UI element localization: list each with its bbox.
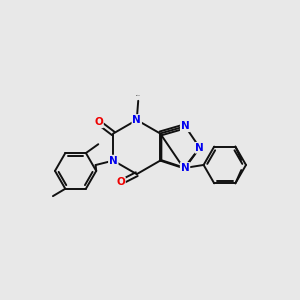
Text: N: N xyxy=(132,115,141,125)
Text: N: N xyxy=(109,156,118,166)
Text: O: O xyxy=(94,117,103,127)
Text: O: O xyxy=(116,177,125,188)
Text: N: N xyxy=(195,143,204,153)
Text: methyl: methyl xyxy=(136,94,141,96)
Text: N: N xyxy=(181,121,190,131)
Text: N: N xyxy=(181,163,189,173)
